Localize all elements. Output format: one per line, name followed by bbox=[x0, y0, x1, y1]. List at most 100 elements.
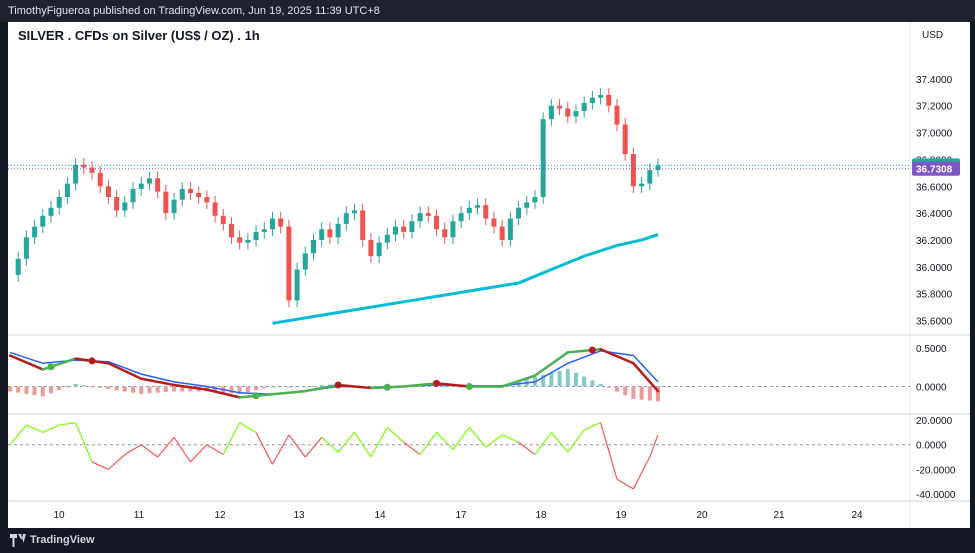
macd-histogram-bar bbox=[647, 386, 652, 401]
candle-body bbox=[97, 172, 103, 187]
macd-histogram-bar bbox=[262, 386, 267, 389]
osc-line-segment bbox=[288, 434, 306, 458]
candle-body bbox=[598, 94, 604, 98]
brand-name: TradingView bbox=[30, 534, 95, 546]
osc-line-segment bbox=[59, 422, 76, 426]
candle-body bbox=[548, 105, 554, 120]
y-tick-label: 37.4000 bbox=[916, 75, 953, 86]
macd-histogram-bar bbox=[49, 386, 54, 394]
candle-body bbox=[64, 183, 70, 198]
macd-histogram-bar bbox=[73, 384, 78, 387]
osc-line-segment bbox=[255, 432, 274, 465]
candle-body bbox=[409, 221, 415, 232]
y-tick-label: 35.6000 bbox=[916, 317, 953, 328]
macd-line-segment bbox=[599, 348, 635, 365]
macd-line-segment bbox=[632, 362, 660, 393]
x-tick-label: 13 bbox=[293, 510, 305, 521]
candle-body bbox=[335, 223, 341, 238]
macd-histogram-bar bbox=[623, 386, 628, 396]
macd-histogram-bar bbox=[450, 385, 455, 387]
macd-histogram-bar bbox=[40, 386, 45, 397]
osc-line-segment bbox=[9, 424, 27, 446]
macd-histogram-bar bbox=[614, 386, 619, 392]
macd-histogram-bar bbox=[81, 385, 86, 387]
candle-body bbox=[507, 218, 513, 240]
macd-histogram-bar bbox=[459, 386, 464, 388]
x-tick-label: 19 bbox=[615, 510, 627, 521]
candle-body bbox=[163, 191, 169, 214]
osc-line-segment bbox=[468, 427, 487, 448]
osc-line-segment bbox=[337, 432, 355, 453]
candle-body bbox=[40, 215, 46, 227]
osc-y-tick-label: 0.0000 bbox=[916, 441, 947, 452]
candle-body bbox=[589, 97, 595, 104]
candle-body bbox=[614, 105, 620, 125]
candle-body bbox=[286, 226, 292, 301]
macd-line-segment bbox=[172, 383, 209, 391]
macd-histogram-bar bbox=[237, 386, 242, 394]
macd-histogram-bar bbox=[582, 376, 587, 387]
osc-line-segment bbox=[436, 432, 454, 451]
candle-body bbox=[204, 197, 210, 203]
macd-histogram-bar bbox=[565, 369, 570, 387]
candle-body bbox=[376, 242, 382, 257]
candle-body bbox=[557, 105, 563, 109]
macd-histogram-bar bbox=[508, 384, 513, 387]
macd-histogram-bar bbox=[311, 385, 316, 387]
publisher-bar: TimothyFigueroa published on TradingView… bbox=[0, 0, 975, 22]
osc-line-segment bbox=[124, 444, 142, 456]
macd-histogram-bar bbox=[303, 386, 308, 388]
macd-histogram-bar bbox=[188, 386, 193, 392]
candle-body bbox=[105, 186, 111, 198]
candle-body bbox=[475, 205, 481, 208]
candle-body bbox=[310, 240, 316, 254]
x-tick-label: 20 bbox=[696, 510, 708, 521]
x-tick-label: 12 bbox=[214, 510, 226, 521]
candle-body bbox=[483, 205, 489, 219]
macd-line-segment bbox=[500, 374, 537, 388]
macd-line-segment bbox=[8, 354, 45, 371]
candle-body bbox=[245, 240, 251, 243]
candle-body bbox=[524, 202, 530, 208]
x-tick-label: 18 bbox=[535, 510, 547, 521]
osc-line-segment bbox=[239, 422, 257, 433]
candle-body bbox=[384, 234, 390, 243]
osc-line-segment bbox=[583, 422, 601, 431]
macd-cross-dot bbox=[433, 379, 441, 387]
osc-line-segment bbox=[632, 456, 651, 490]
candle-body bbox=[278, 218, 284, 227]
candle-body bbox=[401, 226, 407, 232]
macd-histogram-bar bbox=[122, 386, 127, 392]
osc-line-segment bbox=[157, 436, 175, 458]
osc-y-tick-label: 20.0000 bbox=[916, 416, 953, 427]
candle-body bbox=[434, 215, 440, 230]
osc-y-tick-label: -40.0000 bbox=[916, 490, 956, 501]
candle-body bbox=[48, 207, 54, 216]
osc-line-segment bbox=[91, 461, 109, 470]
x-tick-label: 24 bbox=[851, 510, 863, 521]
chart-canvas[interactable]: SILVER . CFDs on Silver (US$ / OZ) . 1h … bbox=[8, 22, 970, 528]
macd-cross-dot bbox=[252, 392, 260, 400]
macd-histogram-bar bbox=[57, 386, 62, 391]
chart-title: SILVER . CFDs on Silver (US$ / OZ) . 1h bbox=[18, 28, 260, 43]
y-tick-label: 37.2000 bbox=[916, 102, 953, 113]
osc-line-segment bbox=[616, 478, 634, 490]
currency-label: USD bbox=[922, 30, 943, 41]
y-tick-label: 36.6000 bbox=[916, 182, 953, 193]
x-tick-label: 10 bbox=[53, 510, 65, 521]
candle-body bbox=[360, 210, 366, 240]
macd-cross-dot bbox=[334, 381, 342, 389]
macd-histogram-bar bbox=[270, 386, 275, 388]
macd-histogram-bar bbox=[16, 386, 21, 393]
macd-histogram-bar bbox=[286, 386, 291, 388]
candle-body bbox=[327, 229, 333, 238]
osc-line-segment bbox=[419, 432, 438, 455]
candle-body bbox=[130, 188, 136, 203]
osc-line-segment bbox=[190, 444, 208, 463]
macd-line-segment bbox=[107, 362, 143, 380]
y-tick-label: 37.0000 bbox=[916, 129, 953, 140]
macd-histogram-bar bbox=[65, 386, 70, 388]
osc-line-segment bbox=[403, 441, 421, 456]
osc-line-segment bbox=[321, 436, 339, 453]
osc-line-segment bbox=[550, 432, 569, 453]
